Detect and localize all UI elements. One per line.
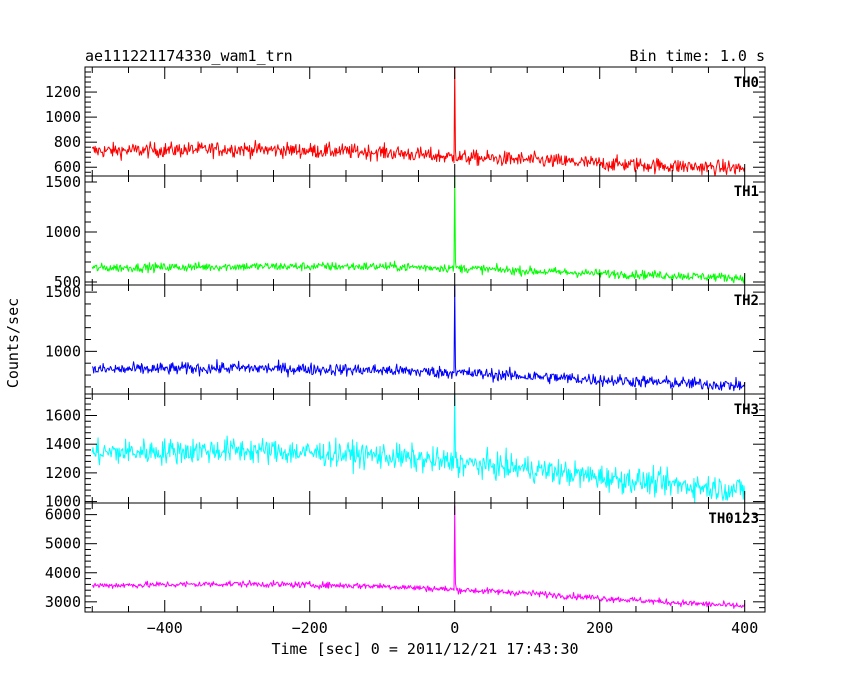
x-axis: −400 −200 0 200 400 — [147, 619, 759, 637]
y-tick-label: 1200 — [45, 464, 81, 482]
y-tick-label: 600 — [54, 158, 81, 176]
panel-frame — [84, 502, 766, 613]
series-th0 — [91, 66, 746, 177]
chart-title: ae111221174330_wam1_trn — [85, 47, 293, 65]
panel-frame — [84, 284, 766, 395]
y-tick-label: 1500 — [45, 173, 81, 191]
x-tick-label: 0 — [450, 619, 459, 637]
y-tick-label: 800 — [54, 133, 81, 151]
panel-th2: 1000 1500 TH2 — [45, 283, 766, 395]
series-th1 — [91, 175, 746, 284]
y-tick-label: 1000 — [45, 108, 81, 126]
panel-th3: 1000 1200 1400 1600 TH3 — [45, 393, 766, 511]
y-tick-label: 6000 — [45, 506, 81, 524]
y-tick-label: 5000 — [45, 535, 81, 553]
y-tick-label: 1000 — [45, 342, 81, 360]
x-tick-label: 200 — [586, 619, 613, 637]
y-tick-label: 1000 — [45, 493, 81, 511]
panel-th0123: 3000 4000 5000 6000 TH0123 — [45, 502, 766, 613]
y-tick-label: 3000 — [45, 593, 81, 611]
y-tick-label: 1400 — [45, 435, 81, 453]
panel-th0: 600 800 1000 1200 TH0 — [45, 66, 766, 177]
y-tick-label: 1500 — [45, 283, 81, 301]
panel-frame — [84, 66, 766, 177]
panel-label-th3: TH3 — [734, 402, 759, 418]
y-tick-label: 1000 — [45, 223, 81, 241]
series-th3 — [91, 393, 746, 504]
y-tick-label: 1600 — [45, 407, 81, 425]
panel-th1: 500 1000 1500 TH1 — [45, 173, 766, 291]
panel-label-th0: TH0 — [734, 75, 759, 91]
x-tick-label: 400 — [731, 619, 758, 637]
y-tick-label: 4000 — [45, 564, 81, 582]
series-th2 — [91, 284, 746, 392]
x-axis-title: Time [sec] 0 = 2011/12/21 17:43:30 — [271, 640, 578, 658]
panel-label-th0123: TH0123 — [708, 511, 759, 527]
y-tick-label: 1200 — [45, 83, 81, 101]
x-tick-label: −200 — [292, 619, 328, 637]
x-tick-label: −400 — [147, 619, 183, 637]
series-th0123 — [91, 505, 746, 609]
panel-label-th2: TH2 — [734, 293, 759, 309]
y-tick-label: 500 — [54, 273, 81, 291]
panels-group: 600 800 1000 1200 TH0 500 1000 1500 TH1 1000 1500 T… — [45, 66, 766, 613]
bin-time-label: Bin time: 1.0 s — [630, 47, 765, 65]
panel-label-th1: TH1 — [734, 184, 759, 200]
y-axis-title: Counts/sec — [4, 298, 22, 388]
